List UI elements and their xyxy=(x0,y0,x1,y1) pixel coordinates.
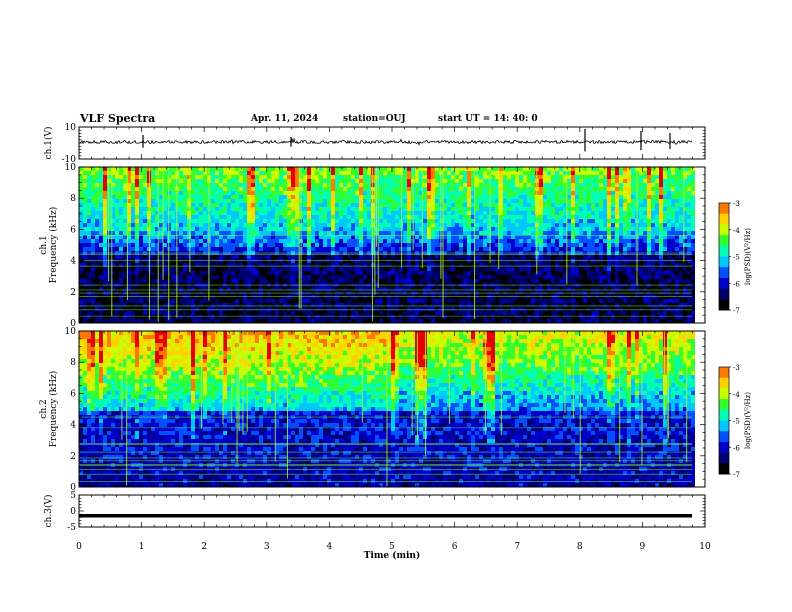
y-tick-label: 10 xyxy=(65,163,77,173)
x-tick-label: 8 xyxy=(577,542,583,552)
y-tick-label: 5 xyxy=(70,491,76,501)
x-tick-label: 10 xyxy=(699,542,711,552)
date-label: Apr. 11, 2024 xyxy=(251,114,319,124)
start-time-label: start UT = 14: 40: 0 xyxy=(438,114,538,124)
colorbar-tick-label: -4 xyxy=(733,227,740,235)
colorbar-tick-label: -5 xyxy=(733,254,740,262)
y-tick-label: 2 xyxy=(70,288,76,298)
x-tick-label: 1 xyxy=(139,542,145,552)
x-axis-label: Time (min) xyxy=(364,550,421,561)
y-tick-label: 6 xyxy=(70,389,76,399)
x-tick-label: 2 xyxy=(201,542,207,552)
ch2-spectrogram-sferic-lines xyxy=(121,331,688,487)
y-tick-label: 10 xyxy=(65,123,77,133)
y-axis-label: Frequency (kHz) xyxy=(48,371,59,448)
y-tick-label: 10 xyxy=(65,327,77,337)
x-tick-label: 6 xyxy=(452,542,458,552)
y-tick-label: 0 xyxy=(70,507,76,517)
y-tick-label: 4 xyxy=(70,257,76,267)
colorbar-tick-label: -6 xyxy=(733,444,740,452)
x-tick-label: 0 xyxy=(76,542,82,552)
ch1-spectrogram-cells xyxy=(79,167,695,323)
colorbar-tick-label: -3 xyxy=(733,364,740,372)
colorbar-tick-label: -6 xyxy=(733,280,740,288)
y-axis-label: ch.1(V) xyxy=(43,127,54,160)
y-axis-label: Frequency (kHz) xyxy=(48,207,59,284)
y-tick-label: -10 xyxy=(62,155,77,165)
y-axis-label: ch.2 xyxy=(39,399,49,418)
y-tick-label: 8 xyxy=(70,194,76,204)
y-tick-label: 0 xyxy=(70,483,76,493)
station-label: station=OUJ xyxy=(343,114,406,124)
figure-title: VLF Spectra xyxy=(80,112,156,125)
colorbar-tick-label: -5 xyxy=(733,418,740,426)
ch1-colorbar xyxy=(719,203,729,311)
colorbar-tick-label: -7 xyxy=(733,471,740,479)
y-axis-label: ch.1 xyxy=(39,235,49,254)
colorbar-label: log(PSD)(V²/Hz) xyxy=(744,228,752,285)
ch2-spectrogram-narrowband-lines xyxy=(79,416,692,482)
ch1-spectrogram-sferic-lines xyxy=(108,167,685,322)
x-tick-label: 9 xyxy=(640,542,646,552)
colorbar-tick-label: -4 xyxy=(733,391,740,399)
colorbar-label: log(PSD)(V²/Hz) xyxy=(744,392,752,449)
x-tick-label: 7 xyxy=(514,542,520,552)
ch1-waveform-trace xyxy=(78,137,693,147)
x-tick-label: 4 xyxy=(327,542,333,552)
y-axis-label: ch.3(V) xyxy=(43,495,54,528)
x-tick-label: 5 xyxy=(389,542,395,552)
y-tick-label: -5 xyxy=(67,523,76,533)
y-tick-label: 4 xyxy=(70,421,76,431)
ch2-colorbar xyxy=(719,367,729,475)
y-tick-label: 6 xyxy=(70,225,76,235)
x-tick-label: 3 xyxy=(264,542,270,552)
colorbar-tick-label: -7 xyxy=(733,307,740,315)
y-tick-label: 8 xyxy=(70,358,76,368)
y-tick-label: 0 xyxy=(70,319,76,329)
ch1-spectrogram-narrowband-lines xyxy=(79,235,692,317)
y-tick-label: 2 xyxy=(70,452,76,462)
colorbar-tick-label: -3 xyxy=(733,200,740,208)
